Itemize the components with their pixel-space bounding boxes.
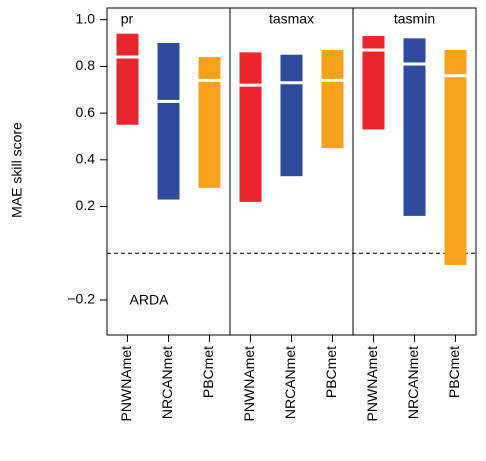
range-bar: [116, 33, 139, 125]
panel-title: tasmin: [394, 11, 435, 27]
x-tick-label: PNWNAmet: [241, 346, 257, 422]
range-bar: [157, 43, 180, 200]
range-bar: [321, 50, 344, 149]
range-bar: [280, 54, 303, 177]
panel-title: pr: [121, 11, 134, 27]
panel-title: tasmax: [269, 11, 314, 27]
range-bar: [362, 36, 385, 130]
range-bar: [239, 52, 262, 202]
x-tick-label: PBCmet: [446, 346, 462, 398]
plot-frame: [106, 7, 477, 336]
x-tick-label: PNWNAmet: [364, 346, 380, 422]
y-tick-label: 0.4: [76, 151, 96, 167]
x-tick-label: PBCmet: [323, 346, 339, 398]
y-tick-label: 0.6: [76, 104, 96, 120]
x-tick-label: NRCANmet: [282, 346, 298, 419]
range-bar: [198, 57, 221, 188]
y-tick-label: −0.2: [67, 291, 95, 307]
range-bar: [403, 38, 426, 216]
y-axis-label: MAE skill score: [9, 122, 25, 218]
x-tick-label: NRCANmet: [405, 346, 421, 419]
y-tick-label: 0.2: [76, 197, 96, 213]
y-tick-label: 1.0: [76, 10, 96, 26]
annotation: ARDA: [130, 292, 170, 308]
x-tick-label: PBCmet: [200, 346, 216, 398]
y-tick-label: 0.8: [76, 57, 96, 73]
x-tick-label: PNWNAmet: [118, 346, 134, 422]
x-tick-label: NRCANmet: [159, 346, 175, 419]
range-bar: [444, 50, 467, 265]
